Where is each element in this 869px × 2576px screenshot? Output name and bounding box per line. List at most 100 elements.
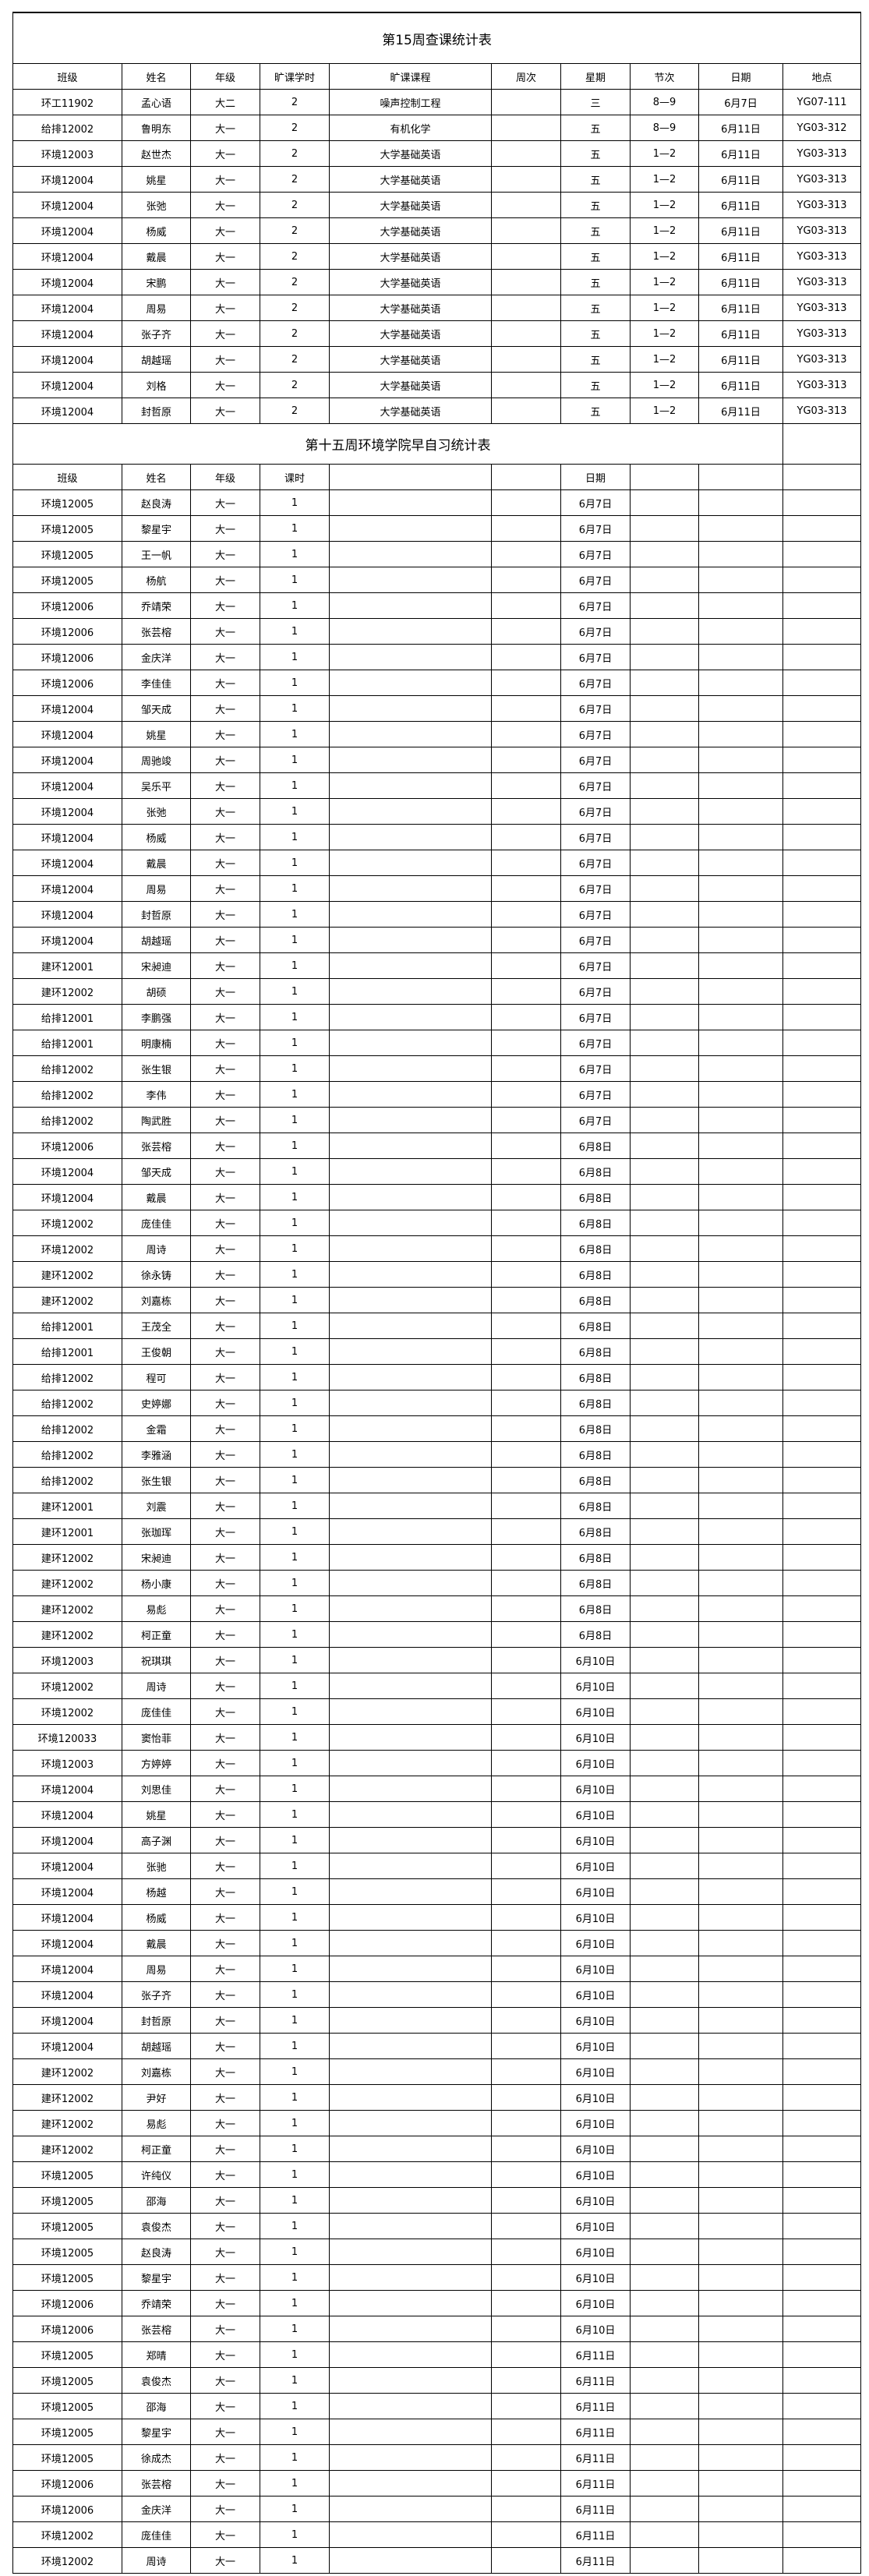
table-row: 环境12005 赵良涛 大一 1 6月7日: [12, 489, 862, 516]
cell-grade: 大一: [190, 2470, 260, 2496]
table-row: 给排12001 明康楠 大一 1 6月7日: [12, 1030, 862, 1056]
empty-cell: [630, 1724, 699, 1751]
cell-hours: 1: [260, 2290, 330, 2316]
cell-name: 王俊朝: [122, 1338, 191, 1365]
cell-class: 给排12002: [12, 1467, 122, 1493]
cell-grade: 大一: [190, 1081, 260, 1108]
empty-cell: [491, 978, 561, 1005]
cell-date: 6月11日: [560, 2547, 631, 2574]
cell-hours: 1: [260, 2187, 330, 2214]
cell-name: 王一帆: [122, 541, 191, 567]
cell-class: 环境12005: [12, 2419, 122, 2445]
empty-cell: [782, 1647, 862, 1673]
cell-date: 6月10日: [560, 2316, 631, 2342]
cell-date: 6月7日: [560, 927, 631, 953]
cell-date: 6月10日: [560, 2033, 631, 2059]
empty-cell: [329, 618, 492, 645]
empty-cell: [329, 1313, 492, 1339]
cell-weekday: 五: [560, 269, 631, 295]
cell-class: 环境12004: [12, 1776, 122, 1802]
cell-hours: 1: [260, 2470, 330, 2496]
header-name: 姓名: [122, 63, 191, 90]
empty-cell: [698, 824, 784, 850]
cell-grade: 大一: [190, 2444, 260, 2471]
cell-class: 环境12002: [12, 2547, 122, 2574]
empty-cell: [491, 824, 561, 850]
cell-hours: 1: [260, 798, 330, 825]
table-row: 环境12002 周诗 大一 1 6月8日: [12, 1235, 862, 1262]
empty-cell: [329, 2161, 492, 2188]
cell-name: 邵海: [122, 2393, 191, 2419]
cell-date: 6月10日: [560, 1878, 631, 1905]
empty-cell: [782, 1235, 862, 1262]
cell-grade: 大一: [190, 115, 260, 141]
empty-cell: [782, 1518, 862, 1545]
cell-name: 张芸榕: [122, 618, 191, 645]
cell-hours: 1: [260, 850, 330, 876]
cell-hours: 1: [260, 1313, 330, 1339]
cell-grade: 大一: [190, 541, 260, 567]
cell-name: 窦怡菲: [122, 1724, 191, 1751]
empty-cell: [630, 1261, 699, 1288]
cell-name: 宋鹏: [122, 269, 191, 295]
cell-grade: 大一: [190, 1595, 260, 1622]
empty-cell: [630, 1133, 699, 1159]
table-row: 环境12002 庞佳佳 大一 1 6月8日: [12, 1210, 862, 1236]
empty-cell: [491, 1261, 561, 1288]
empty-cell: [329, 798, 492, 825]
cell-hours: 1: [260, 772, 330, 799]
cell-period: 1—2: [630, 217, 699, 244]
empty-cell: [329, 1878, 492, 1905]
cell-date: 6月11日: [698, 166, 783, 193]
empty-cell: [329, 515, 492, 542]
empty-cell: [630, 1673, 699, 1699]
empty-cell: [630, 952, 699, 979]
cell-class: 环境12005: [12, 2393, 122, 2419]
empty-cell: [491, 2547, 561, 2574]
cell-class: 给排12002: [12, 115, 122, 141]
cell-date: 6月7日: [560, 1004, 631, 1030]
cell-grade: 大一: [190, 1570, 260, 1596]
empty-cell: [698, 1364, 784, 1390]
cell-class: 环境12005: [12, 2161, 122, 2188]
empty-cell: [491, 1390, 561, 1416]
cell-hours: 1: [260, 2496, 330, 2522]
cell-class: 环境120033: [12, 1724, 122, 1751]
empty-cell: [491, 952, 561, 979]
empty-cell: [630, 1647, 699, 1673]
empty-cell: [630, 1235, 699, 1262]
empty-cell: [630, 798, 699, 825]
empty-cell: [782, 1904, 862, 1931]
cell-name: 戴晨: [122, 1930, 191, 1956]
empty-cell: [491, 1313, 561, 1339]
table-row: 环境12006 金庆洋 大一 1 6月7日: [12, 644, 862, 670]
cell-class: 环工11902: [12, 89, 122, 115]
empty-cell: [491, 592, 561, 619]
cell-hours: 1: [260, 1184, 330, 1210]
empty-cell: [782, 850, 862, 876]
table-row: 环境12005 赵良涛 大一 1 6月10日: [12, 2239, 862, 2265]
cell-name: 金霜: [122, 1415, 191, 1442]
empty-cell: [782, 1107, 862, 1133]
cell-date: 6月11日: [560, 2341, 631, 2368]
empty-cell: [698, 1158, 784, 1185]
empty-cell: [698, 1313, 784, 1339]
cell-date: 6月8日: [560, 1493, 631, 1519]
empty-cell: [782, 1055, 862, 1082]
empty-cell: [698, 1030, 784, 1056]
cell-class: 环境12006: [12, 1133, 122, 1159]
cell-hours: 1: [260, 1107, 330, 1133]
cell-class: 环境12004: [12, 166, 122, 193]
cell-class: 环境12004: [12, 1904, 122, 1931]
cell-class: 环境12004: [12, 1158, 122, 1185]
cell-period: 8—9: [630, 89, 699, 115]
empty-cell: [491, 2521, 561, 2548]
cell-hours: 1: [260, 1338, 330, 1365]
cell-grade: 大一: [190, 2419, 260, 2445]
empty-cell: [329, 1133, 492, 1159]
cell-hours: 1: [260, 1621, 330, 1648]
cell-grade: 大一: [190, 320, 260, 347]
table-row: 建环12001 刘震 大一 1 6月8日: [12, 1493, 862, 1519]
table-row: 环境12004 胡越瑶 大一 2 大学基础英语 五 1—2 6月11日 YG03-313: [12, 346, 862, 373]
empty-cell: [698, 1261, 784, 1288]
